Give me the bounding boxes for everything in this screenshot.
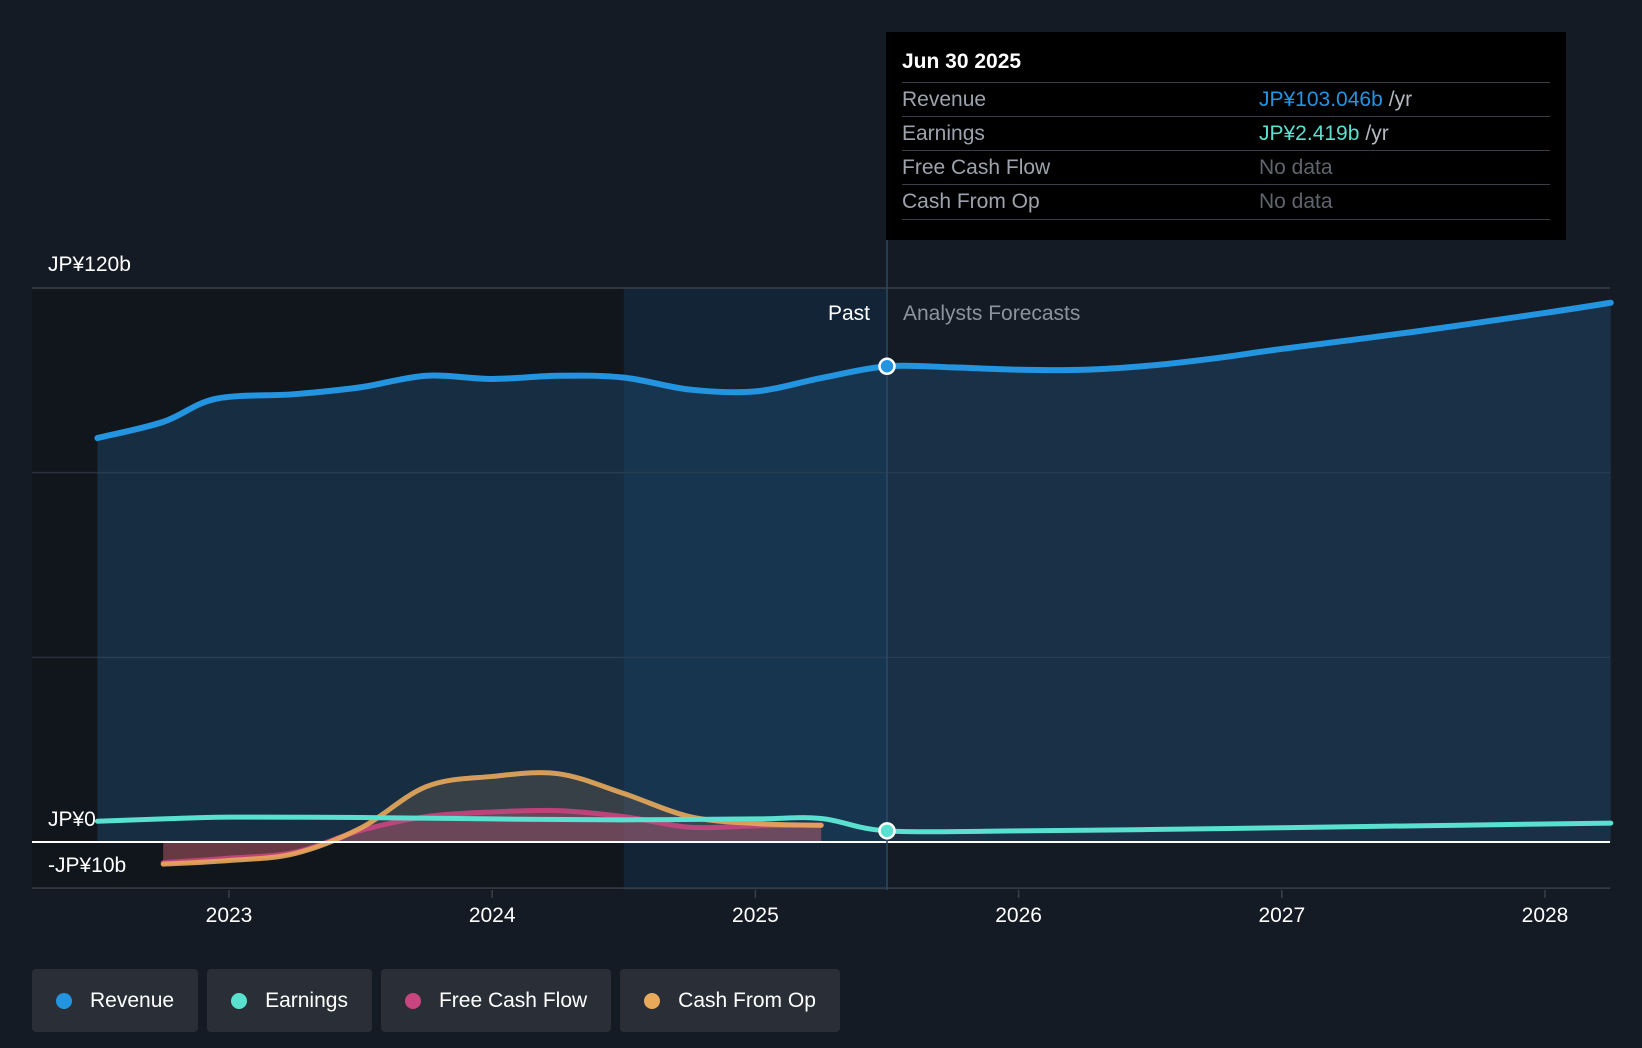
earnings-line [94, 814, 1614, 835]
tooltip-value: No data [1259, 156, 1333, 179]
x-tick-label: 2026 [995, 904, 1042, 927]
tooltip-date: Jun 30 2025 [902, 50, 1022, 73]
legend-label: Revenue [90, 988, 175, 1012]
tooltip-value: JP¥103.046b/yr [1259, 83, 1412, 117]
legend-label: Free Cash Flow [438, 988, 588, 1012]
gridlines [32, 287, 1610, 889]
revenue-marker [878, 357, 896, 376]
tooltip-value: JP¥2.419b/yr [1259, 117, 1389, 151]
x-tick-label: 2027 [1258, 904, 1305, 927]
tooltip-label: Revenue [902, 88, 987, 111]
legend-label: Earnings [265, 988, 348, 1012]
free-cash-flow-dot-icon [404, 992, 421, 1009]
revenue-value: JP¥103.046b [1259, 88, 1383, 111]
y-tick-label: -JP¥10b [48, 854, 126, 877]
revenue-area [97, 302, 1611, 843]
tooltip-label: Cash From Op [902, 190, 1040, 213]
legend: Revenue Earnings Free Cash Flow Cash Fro… [32, 969, 840, 1032]
x-tick-label: 2023 [206, 904, 253, 927]
y-tick-label: JP¥0 [48, 808, 96, 831]
tooltip-row-cash-from-op: Cash From Op No data [902, 184, 1550, 220]
legend-item-earnings[interactable]: Earnings [207, 969, 372, 1032]
tooltip-row-free-cash-flow: Free Cash Flow No data [902, 150, 1550, 185]
x-tick-label: 2025 [732, 904, 779, 927]
earnings-value: JP¥2.419b [1259, 122, 1360, 145]
x-axis-labels: 2023 2024 2025 2026 2027 2028 [206, 890, 1569, 927]
y-tick-label: JP¥120b [48, 253, 131, 276]
tooltip-label: Free Cash Flow [902, 156, 1051, 179]
chart-backgrounds [32, 288, 887, 890]
legend-label: Cash From Op [678, 988, 816, 1012]
tooltip-value: No data [1259, 190, 1333, 213]
legend-item-free-cash-flow[interactable]: Free Cash Flow [380, 969, 612, 1032]
tooltip-row-revenue: Revenue JP¥103.046b/yr [902, 82, 1550, 117]
forecast-label: Analysts Forecasts [903, 302, 1080, 325]
y-axis-labels: JP¥120b JP¥0 -JP¥10b [48, 253, 131, 877]
unit: /yr [1365, 122, 1389, 145]
past-label: Past [828, 302, 870, 325]
tooltip-row-earnings: Earnings JP¥2.419b/yr [902, 116, 1550, 151]
revenue-dot-icon [56, 992, 72, 1009]
x-tick-label: 2024 [469, 904, 516, 927]
unit: /yr [1388, 88, 1413, 111]
x-tick-label: 2028 [1522, 904, 1569, 927]
earnings-marker [878, 822, 896, 840]
tooltip: Jun 30 2025 Revenue JP¥103.046b/yr Earni… [886, 32, 1566, 240]
revenue-line [94, 299, 1614, 442]
earnings-dot-icon [231, 992, 248, 1009]
legend-item-revenue[interactable]: Revenue [32, 969, 199, 1032]
legend-item-cash-from-op[interactable]: Cash From Op [620, 969, 840, 1032]
series-lines [94, 299, 1614, 867]
hover-markers [878, 357, 896, 840]
tooltip-label: Earnings [902, 122, 985, 145]
cash-from-op-dot-icon [644, 992, 661, 1009]
